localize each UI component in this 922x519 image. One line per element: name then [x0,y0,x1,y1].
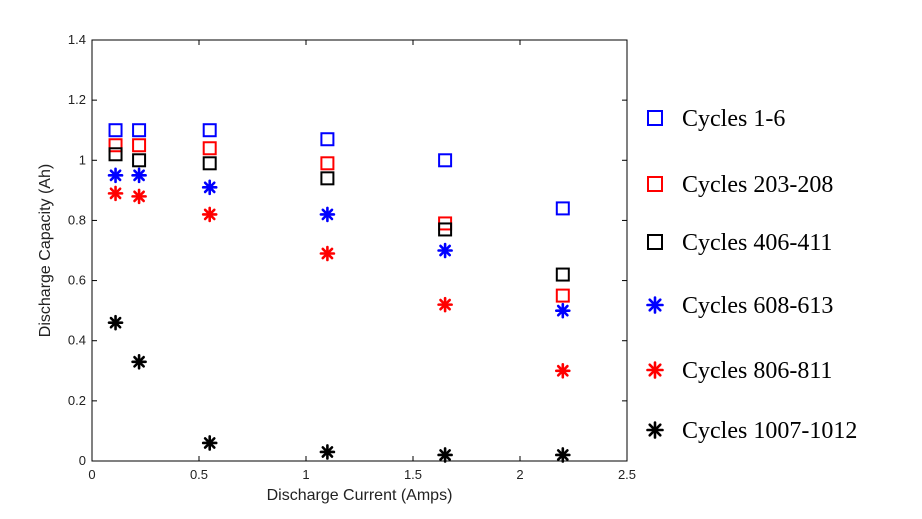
y-tick-label: 1.2 [68,92,86,107]
data-marks [107,123,571,463]
data-point [555,267,570,282]
legend-marker [646,421,664,439]
asterisk-stroke [648,298,662,312]
y-tick-label: 0.6 [68,273,86,288]
plot-area [91,39,628,462]
legend: Cycles 1-6 Cycles 203-208 Cycles 406-411 Cy… [646,106,857,444]
plot-frame [91,39,628,462]
data-point [319,206,336,223]
asterisk-stroke [109,187,122,200]
data-point [437,242,453,259]
data-point [201,435,218,451]
x-tick-label: 0.5 [190,467,208,482]
data-point [554,302,571,319]
data-point [107,167,124,184]
data-point [131,188,147,205]
y-axis-title: Discharge Capacity (Ah) [37,164,54,337]
asterisk-stroke [439,449,451,461]
legend-marker [647,110,663,126]
data-point [108,138,123,153]
series-5 [107,185,571,379]
data-point [320,156,335,171]
asterisk-stroke [321,208,334,221]
y-tick-label: 1.4 [68,32,86,47]
legend-label: Cycles 608-613 [682,293,833,319]
data-point [438,153,453,168]
data-point [202,156,217,171]
data-point [555,201,570,216]
data-point [319,444,336,460]
series-3 [108,147,570,282]
data-point [131,353,147,370]
data-point [554,447,571,463]
data-point [201,206,218,223]
x-tick-label: 2 [516,467,523,482]
asterisk-stroke [133,190,145,203]
asterisk-stroke [439,244,451,257]
data-point [132,153,147,168]
y-tick-label: 0.2 [68,393,86,408]
legend-label: Cycles 203-208 [682,172,833,198]
legend-label: Cycles 1-6 [682,106,785,132]
data-point [202,123,217,138]
data-point [131,167,147,184]
data-point [202,141,217,156]
x-tick-label: 0 [88,467,95,482]
asterisk-stroke [133,169,145,182]
asterisk-stroke [109,316,122,329]
data-point [555,288,570,303]
series-6 [107,314,571,463]
y-tick-label: 0 [79,453,86,468]
y-tick-label: 0.8 [68,212,86,227]
asterisk-stroke [203,437,216,449]
asterisk-stroke [648,363,662,377]
data-point [319,245,336,262]
asterisk-stroke [321,446,334,458]
data-point [554,362,571,379]
data-point [437,296,453,313]
x-tick-label: 1.5 [404,467,422,482]
data-point [437,447,453,463]
data-point [108,123,123,138]
x-axis: 0 0.5 1 1.5 2 2.5 [88,40,636,482]
data-point [201,179,218,196]
legend-marker [647,234,663,250]
data-point [438,222,453,237]
asterisk-stroke [556,449,569,461]
legend-marker [646,296,664,314]
asterisk-stroke [648,423,662,437]
data-point [132,123,147,138]
asterisk-stroke [203,208,216,221]
asterisk-stroke [109,169,122,182]
data-point [107,314,124,331]
data-point [107,185,124,202]
legend-marker [647,176,663,192]
data-point [108,147,123,162]
data-point [320,132,335,147]
data-point [320,171,335,186]
legend-label: Cycles 1007-1012 [682,418,857,444]
y-tick-label: 1 [79,152,86,167]
legend-marker [646,361,664,379]
asterisk-stroke [556,364,569,377]
x-tick-label: 1 [302,467,309,482]
asterisk-stroke [321,247,334,260]
asterisk-stroke [133,355,145,368]
asterisk-stroke [203,181,216,194]
y-tick-label: 0.4 [68,333,86,348]
series-1 [108,123,570,216]
data-point [132,138,147,153]
asterisk-stroke [439,298,451,311]
x-tick-label: 2.5 [618,467,636,482]
legend-label: Cycles 406-411 [682,230,832,256]
asterisk-stroke [556,304,569,317]
x-axis-title: Discharge Current (Amps) [267,487,453,504]
y-axis: 0 0.2 0.4 0.6 0.8 1 1.2 1.4 [68,32,627,468]
legend-label: Cycles 806-811 [682,358,832,384]
series-4 [107,167,571,319]
